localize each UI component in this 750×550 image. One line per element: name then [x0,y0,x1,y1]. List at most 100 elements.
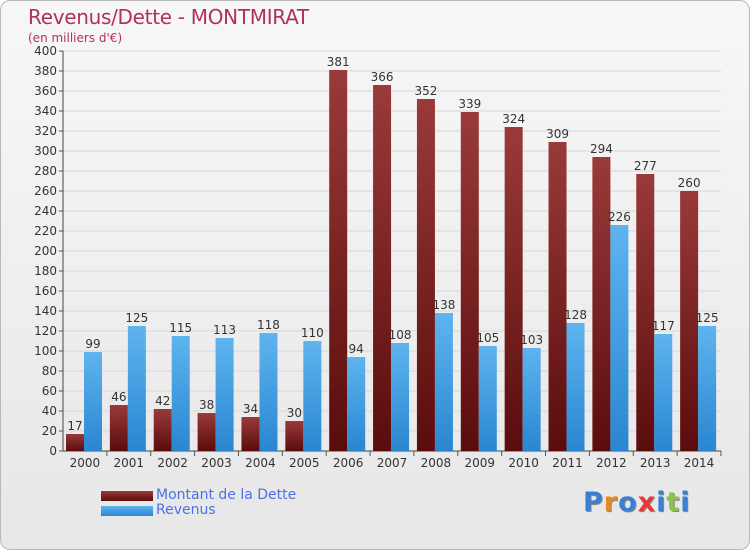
x-tick-label: 2010 [508,456,539,470]
data-label-revenus: 113 [213,323,236,337]
y-tick-label: 220 [34,224,57,238]
logo-letter: r [603,487,619,518]
data-label-debt: 381 [327,55,350,69]
logo-letter: i [680,487,691,518]
y-tick-label: 80 [42,364,57,378]
bar-revenus [478,346,497,451]
y-tick-label: 320 [34,124,57,138]
bar-debt [66,434,84,451]
bar-revenus [84,352,102,451]
bar-revenus [171,336,190,451]
data-label-debt: 17 [67,419,82,433]
bar-revenus [215,338,234,451]
data-label-revenus: 125 [125,311,148,325]
y-tick-label: 0 [49,444,57,458]
x-tick-label: 2001 [114,456,145,470]
data-label-debt: 277 [634,159,657,173]
x-tick-label: 2009 [464,456,495,470]
x-tick-label: 2014 [684,456,715,470]
chart-subtitle: (en milliers d'€) [28,31,123,45]
legend-label-revenus: Revenus [156,502,216,518]
bar-revenus [347,357,366,451]
data-label-debt: 34 [243,402,258,416]
data-label-revenus: 128 [564,308,587,322]
proxiti-logo: Proxiti [583,487,691,518]
data-label-debt: 309 [546,127,569,141]
bar-debt [680,191,699,451]
bar-revenus [391,343,410,451]
data-label-debt: 324 [502,112,525,126]
data-label-debt: 42 [155,394,170,408]
data-label-revenus: 99 [85,337,100,351]
logo-letter: x [637,487,657,518]
data-label-revenus: 110 [301,326,324,340]
data-label-revenus: 103 [520,333,543,347]
bar-revenus [259,333,278,451]
data-label-debt: 30 [287,406,302,420]
bar-debt [636,174,655,451]
data-label-revenus: 118 [257,318,280,332]
x-tick-label: 2000 [70,456,101,470]
bar-revenus [566,323,585,451]
data-label-debt: 38 [199,398,214,412]
bar-debt [329,70,348,451]
data-label-revenus: 226 [608,210,631,224]
bar-revenus [654,334,673,451]
bar-debt [460,112,479,451]
y-tick-label: 100 [34,344,57,358]
data-label-debt: 46 [111,390,126,404]
y-tick-label: 20 [42,424,57,438]
legend-swatch-revenus [101,506,153,516]
y-tick-label: 140 [34,304,57,318]
data-label-revenus: 94 [349,342,364,356]
y-tick-label: 40 [42,404,57,418]
x-tick-label: 2012 [596,456,627,470]
x-tick-label: 2004 [245,456,276,470]
data-label-revenus: 125 [696,311,719,325]
data-label-revenus: 115 [169,321,192,335]
bar-debt [241,417,260,451]
bar-revenus [127,326,146,451]
y-tick-label: 360 [34,84,57,98]
logo-letter: i [656,487,667,518]
y-tick-label: 280 [34,164,57,178]
legend-label-debt: Montant de la Dette [156,487,297,503]
logo-letter: t [666,487,681,518]
logo-letter: P [583,487,604,518]
logo-letter: o [618,487,638,518]
chart-title: Revenus/Dette - MONTMIRAT [28,5,309,29]
bar-debt [197,413,216,451]
y-tick-label: 60 [42,384,57,398]
bar-revenus [610,225,629,451]
x-tick-label: 2007 [377,456,408,470]
y-tick-label: 120 [34,324,57,338]
data-label-debt: 260 [678,176,701,190]
y-tick-label: 160 [34,284,57,298]
data-label-debt: 352 [414,84,437,98]
y-tick-label: 180 [34,264,57,278]
x-tick-label: 2013 [640,456,671,470]
y-tick-label: 300 [34,144,57,158]
x-tick-label: 2008 [421,456,452,470]
x-tick-label: 2003 [201,456,232,470]
data-label-debt: 339 [458,97,481,111]
x-tick-label: 2011 [552,456,583,470]
x-tick-label: 2005 [289,456,320,470]
x-tick-label: 2006 [333,456,364,470]
bar-debt [416,99,435,451]
data-label-revenus: 117 [652,319,675,333]
bar-debt [109,405,128,451]
bar-revenus [698,326,717,451]
y-tick-label: 340 [34,104,57,118]
bar-debt [592,157,611,451]
y-tick-label: 240 [34,204,57,218]
bar-debt [285,421,304,451]
bar-debt [504,127,523,451]
y-tick-label: 380 [34,64,57,78]
data-label-revenus: 138 [432,298,455,312]
data-label-revenus: 105 [476,331,499,345]
legend-swatch-debt [101,491,153,501]
bar-debt [153,409,172,451]
bar-revenus [522,348,541,451]
